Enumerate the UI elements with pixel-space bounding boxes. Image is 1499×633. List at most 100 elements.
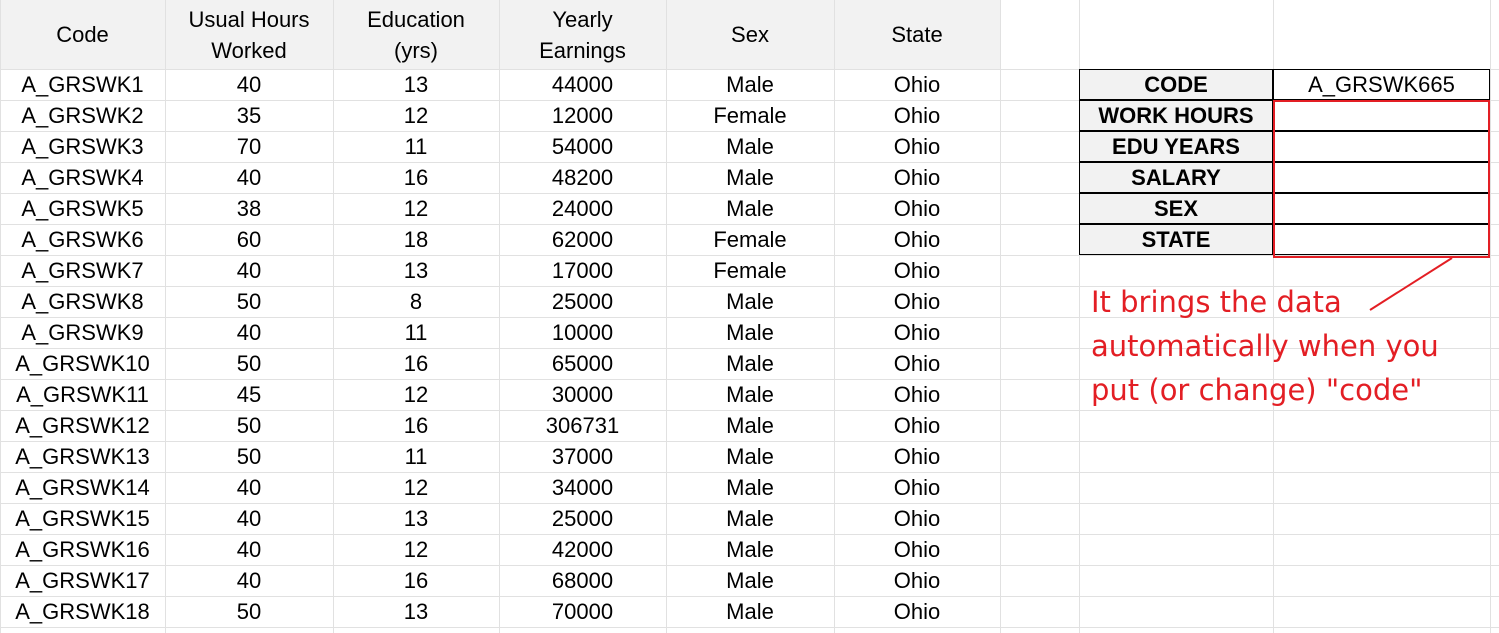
table-cell[interactable]: A_GRSWK12 bbox=[15, 412, 150, 438]
table-cell[interactable]: Ohio bbox=[893, 505, 941, 531]
lookup-label[interactable]: STATE bbox=[1079, 224, 1273, 255]
table-cell[interactable]: 60 bbox=[236, 226, 262, 252]
table-cell[interactable]: Female bbox=[713, 102, 787, 128]
table-cell[interactable]: 18 bbox=[403, 226, 429, 252]
table-cell[interactable]: 12 bbox=[403, 536, 429, 562]
table-cell[interactable]: Female bbox=[713, 257, 787, 283]
table-cell[interactable]: Ohio bbox=[893, 474, 941, 500]
table-cell[interactable]: 25000 bbox=[551, 288, 614, 314]
table-cell[interactable]: 24000 bbox=[551, 195, 614, 221]
table-cell[interactable]: 11 bbox=[404, 133, 428, 159]
table-cell[interactable]: 34000 bbox=[551, 474, 614, 500]
table-cell[interactable]: Ohio bbox=[893, 443, 941, 469]
table-cell[interactable]: Male bbox=[726, 164, 774, 190]
table-cell[interactable]: 16 bbox=[403, 412, 429, 438]
table-cell[interactable]: A_GRSWK11 bbox=[16, 381, 149, 407]
table-cell[interactable]: 40 bbox=[236, 474, 262, 500]
lookup-result-cell[interactable] bbox=[1273, 131, 1490, 162]
table-cell[interactable]: A_GRSWK13 bbox=[15, 443, 150, 469]
table-cell[interactable]: 50 bbox=[236, 350, 262, 376]
table-cell[interactable]: Male bbox=[726, 536, 774, 562]
table-cell[interactable]: 65000 bbox=[551, 350, 614, 376]
table-cell[interactable]: 40 bbox=[236, 505, 262, 531]
table-cell[interactable]: Male bbox=[726, 133, 774, 159]
table-cell[interactable]: A_GRSWK4 bbox=[21, 164, 144, 190]
table-cell[interactable]: Male bbox=[726, 505, 774, 531]
table-cell[interactable]: 38 bbox=[236, 195, 262, 221]
table-cell[interactable]: Ohio bbox=[893, 257, 941, 283]
column-header[interactable]: Yearly Earnings bbox=[539, 6, 626, 63]
lookup-label[interactable]: WORK HOURS bbox=[1079, 100, 1273, 131]
table-cell[interactable]: 48200 bbox=[551, 164, 614, 190]
table-cell[interactable]: Ohio bbox=[893, 71, 941, 97]
table-cell[interactable]: 40 bbox=[236, 319, 262, 345]
table-cell[interactable]: Ohio bbox=[893, 350, 941, 376]
table-cell[interactable]: A_GRSWK5 bbox=[21, 195, 144, 221]
table-cell[interactable]: A_GRSWK3 bbox=[21, 133, 144, 159]
table-cell[interactable]: Male bbox=[726, 412, 774, 438]
table-cell[interactable]: 12000 bbox=[551, 102, 614, 128]
table-cell[interactable]: 40 bbox=[236, 536, 262, 562]
table-cell[interactable]: Ohio bbox=[893, 102, 941, 128]
column-header[interactable]: Usual Hours Worked bbox=[188, 6, 310, 63]
lookup-label[interactable]: CODE bbox=[1079, 69, 1273, 100]
table-cell[interactable]: 12 bbox=[403, 381, 429, 407]
table-cell[interactable]: 45 bbox=[236, 381, 262, 407]
table-cell[interactable]: Male bbox=[726, 598, 774, 624]
table-cell[interactable]: 40 bbox=[236, 257, 262, 283]
table-cell[interactable]: Male bbox=[726, 443, 774, 469]
table-cell[interactable]: 40 bbox=[236, 164, 262, 190]
lookup-label[interactable]: EDU YEARS bbox=[1079, 131, 1273, 162]
table-cell[interactable]: Ohio bbox=[893, 412, 941, 438]
table-cell[interactable]: 12 bbox=[403, 195, 429, 221]
table-cell[interactable]: A_GRSWK16 bbox=[15, 536, 150, 562]
table-cell[interactable]: Ohio bbox=[893, 164, 941, 190]
column-header[interactable]: Sex bbox=[731, 22, 769, 47]
lookup-code-input[interactable]: A_GRSWK665 bbox=[1273, 69, 1490, 100]
table-cell[interactable]: Male bbox=[726, 567, 774, 593]
table-cell[interactable]: 37000 bbox=[551, 443, 614, 469]
table-cell[interactable]: Ohio bbox=[893, 381, 941, 407]
table-cell[interactable]: A_GRSWK9 bbox=[21, 319, 144, 345]
lookup-result-cell[interactable] bbox=[1273, 224, 1490, 255]
table-cell[interactable]: A_GRSWK17 bbox=[15, 567, 150, 593]
table-cell[interactable]: A_GRSWK1 bbox=[21, 71, 144, 97]
table-cell[interactable]: A_GRSWK14 bbox=[15, 474, 150, 500]
table-cell[interactable]: 13 bbox=[403, 505, 429, 531]
table-cell[interactable]: A_GRSWK7 bbox=[21, 257, 144, 283]
table-cell[interactable]: Male bbox=[726, 350, 774, 376]
table-cell[interactable]: 25000 bbox=[551, 505, 614, 531]
table-cell[interactable]: 40 bbox=[236, 71, 262, 97]
table-cell[interactable]: A_GRSWK2 bbox=[21, 102, 144, 128]
table-cell[interactable]: 13 bbox=[403, 598, 429, 624]
table-cell[interactable]: 50 bbox=[236, 412, 262, 438]
table-cell[interactable]: A_GRSWK10 bbox=[15, 350, 150, 376]
table-cell[interactable]: Ohio bbox=[893, 195, 941, 221]
table-cell[interactable]: 44000 bbox=[551, 71, 614, 97]
table-cell[interactable]: 50 bbox=[236, 598, 262, 624]
table-cell[interactable]: 50 bbox=[236, 443, 262, 469]
lookup-result-cell[interactable] bbox=[1273, 162, 1490, 193]
lookup-label[interactable]: SALARY bbox=[1079, 162, 1273, 193]
table-cell[interactable]: 16 bbox=[403, 567, 429, 593]
table-cell[interactable]: Ohio bbox=[893, 288, 941, 314]
table-cell[interactable]: A_GRSWK8 bbox=[21, 288, 144, 314]
table-cell[interactable]: 8 bbox=[409, 288, 423, 314]
table-cell[interactable]: Ohio bbox=[893, 133, 941, 159]
table-cell[interactable]: Ohio bbox=[893, 226, 941, 252]
table-cell[interactable]: Male bbox=[726, 319, 774, 345]
table-cell[interactable]: 16 bbox=[403, 164, 429, 190]
column-header[interactable]: State bbox=[891, 22, 943, 47]
table-cell[interactable]: 17000 bbox=[551, 257, 614, 283]
table-cell[interactable]: 13 bbox=[403, 257, 429, 283]
table-cell[interactable]: Male bbox=[726, 71, 774, 97]
table-cell[interactable]: Male bbox=[726, 381, 774, 407]
table-cell[interactable]: 12 bbox=[403, 102, 429, 128]
table-cell[interactable]: 10000 bbox=[551, 319, 614, 345]
table-cell[interactable]: Female bbox=[713, 226, 787, 252]
table-cell[interactable]: 50 bbox=[236, 288, 262, 314]
table-cell[interactable]: 35 bbox=[236, 102, 262, 128]
table-cell[interactable]: Ohio bbox=[893, 598, 941, 624]
table-cell[interactable]: 30000 bbox=[551, 381, 614, 407]
table-cell[interactable]: 13 bbox=[403, 71, 429, 97]
